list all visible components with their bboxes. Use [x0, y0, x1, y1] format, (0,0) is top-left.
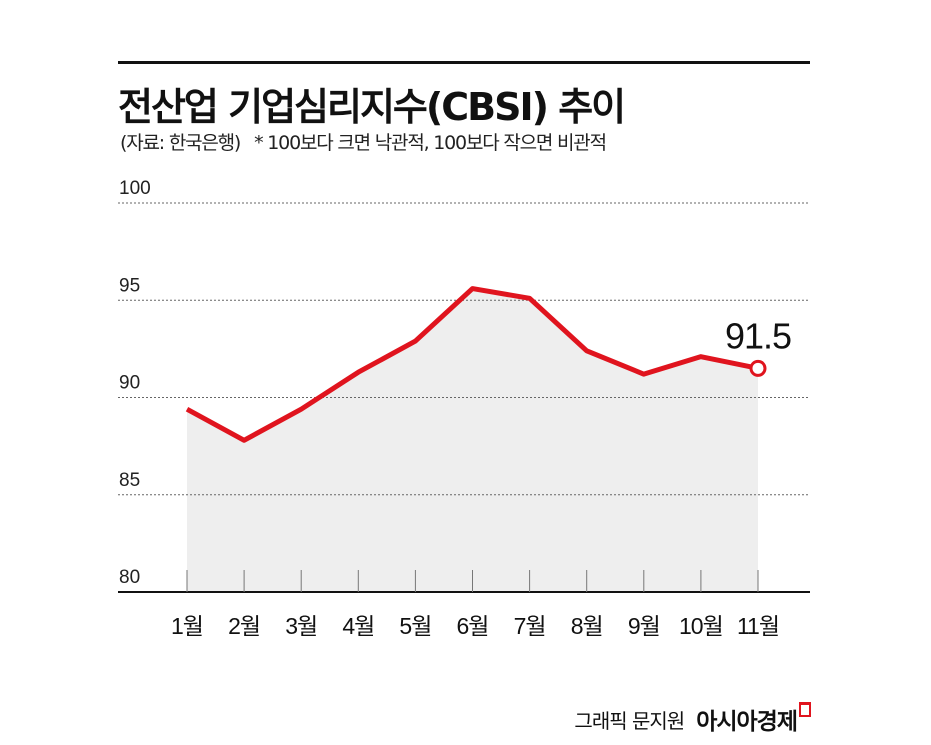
x-tick-label: 10월	[679, 613, 723, 639]
y-tick-label: 95	[119, 275, 140, 296]
source-label: (자료: 한국은행)	[120, 132, 241, 154]
y-tick-label: 85	[119, 470, 140, 491]
x-tick-label: 1월	[171, 613, 203, 639]
credit: 그래픽 문지원 아시아경제	[574, 702, 811, 736]
chart-subtitle: (자료: 한국은행) * 100보다 크면 낙관적, 100보다 작으면 비관적	[120, 128, 607, 155]
data-label-last: 91.5	[725, 315, 791, 356]
series-line	[185, 286, 759, 443]
x-tick-label: 7월	[514, 613, 546, 639]
x-tick-label: 3월	[285, 613, 317, 639]
x-tick-label: 11월	[737, 613, 779, 639]
chart-title: 전산업 기업심리지수(CBSI) 추이	[118, 85, 626, 129]
data-point-last	[749, 359, 767, 377]
note-label: * 100보다 크면 낙관적, 100보다 작으면 비관적	[254, 132, 607, 154]
x-tick-label: 8월	[571, 613, 603, 639]
top-rule	[118, 61, 810, 64]
x-tick-label: 4월	[342, 613, 374, 639]
y-tick-label: 90	[119, 373, 140, 394]
area-fill	[187, 288, 758, 592]
publisher-logo: 아시아경제	[696, 702, 811, 736]
y-tick-label: 100	[119, 178, 151, 199]
y-tick-label: 80	[119, 567, 140, 588]
x-tick-label: 5월	[399, 613, 431, 639]
graphic-credit: 그래픽 문지원	[574, 708, 685, 733]
x-tick-label: 9월	[628, 613, 660, 639]
x-tick-label: 6월	[457, 613, 489, 639]
x-tick-label: 2월	[228, 613, 260, 639]
logo-mark-icon	[799, 702, 811, 717]
